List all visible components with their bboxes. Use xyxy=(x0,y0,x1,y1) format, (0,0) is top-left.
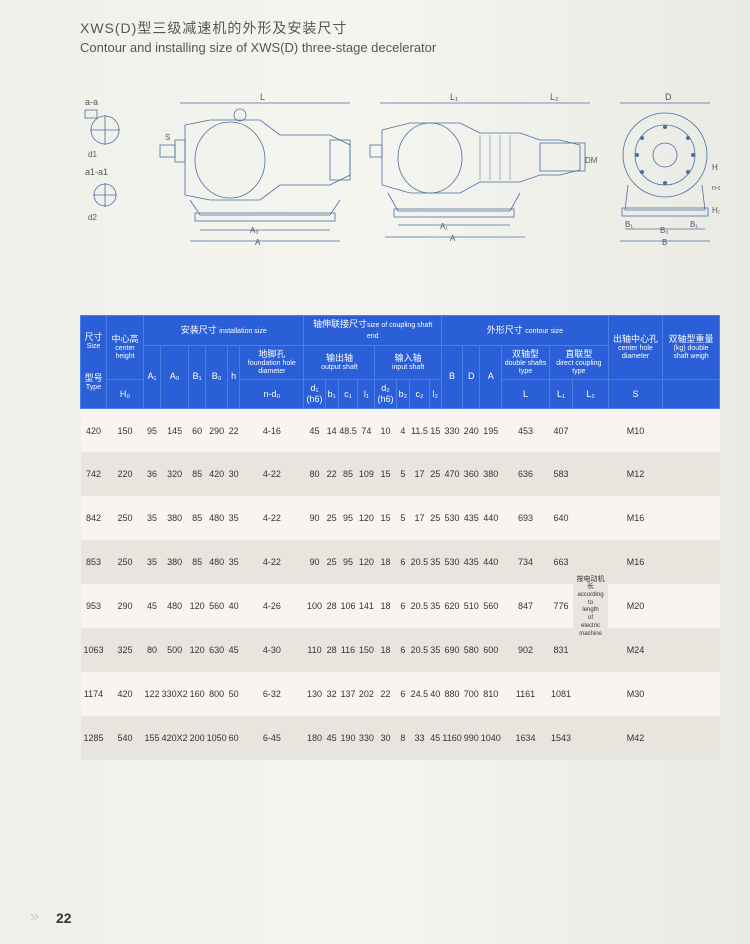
page-number: 22 xyxy=(56,910,72,926)
table-row: 8532503538085480354-2290259512018620.535… xyxy=(81,540,720,584)
chevron-icon: » xyxy=(30,908,39,926)
table-row: 106332580500120630454-301102811615018620… xyxy=(81,628,720,672)
svg-text:B₀: B₀ xyxy=(660,226,669,235)
svg-text:n-d₀: n-d₀ xyxy=(712,185,720,192)
svg-text:d1: d1 xyxy=(88,150,97,159)
svg-text:L₂: L₂ xyxy=(550,92,559,102)
table-row: 7422203632085420304-22802285109155172547… xyxy=(81,452,720,496)
svg-text:L₁: L₁ xyxy=(450,92,458,102)
table-row: 1174420122330X2160800506-321303213720222… xyxy=(81,672,720,716)
table-row: 4201509514560290224-16451448.57410411.51… xyxy=(81,408,720,452)
svg-text:B₁: B₁ xyxy=(625,220,633,229)
svg-text:H: H xyxy=(712,163,718,172)
table-row: 1285540155420X22001050606-45180451903303… xyxy=(81,716,720,760)
svg-text:d2: d2 xyxy=(88,213,97,222)
title-english: Contour and installing size of XWS(D) th… xyxy=(80,40,714,55)
svg-text:A: A xyxy=(255,238,261,247)
svg-text:A: A xyxy=(450,234,456,243)
dimensions-table: 尺寸Size型号Type 中心高center height 安装尺寸 insta… xyxy=(80,315,714,760)
svg-text:a1-a1: a1-a1 xyxy=(85,167,108,177)
table-row: 8422503538085480354-22902595120155172553… xyxy=(81,496,720,540)
svg-text:S: S xyxy=(165,133,170,142)
svg-text:A₀: A₀ xyxy=(250,226,259,235)
title-chinese: XWS(D)型三级减速机的外形及安装尺寸 xyxy=(80,18,714,38)
engineering-diagram: a-a d1 a1-a1 d2 L xyxy=(80,85,714,285)
svg-text:D: D xyxy=(665,92,672,102)
svg-text:B₁: B₁ xyxy=(690,220,698,229)
svg-text:L: L xyxy=(260,92,265,102)
table-row: 95329045480120560404-261002810614118620.… xyxy=(81,584,720,628)
svg-text:H₀: H₀ xyxy=(712,206,720,215)
svg-text:a-a: a-a xyxy=(85,97,98,107)
svg-text:B: B xyxy=(662,238,667,247)
svg-text:DM: DM xyxy=(585,156,598,165)
svg-text:A₁: A₁ xyxy=(440,222,448,231)
